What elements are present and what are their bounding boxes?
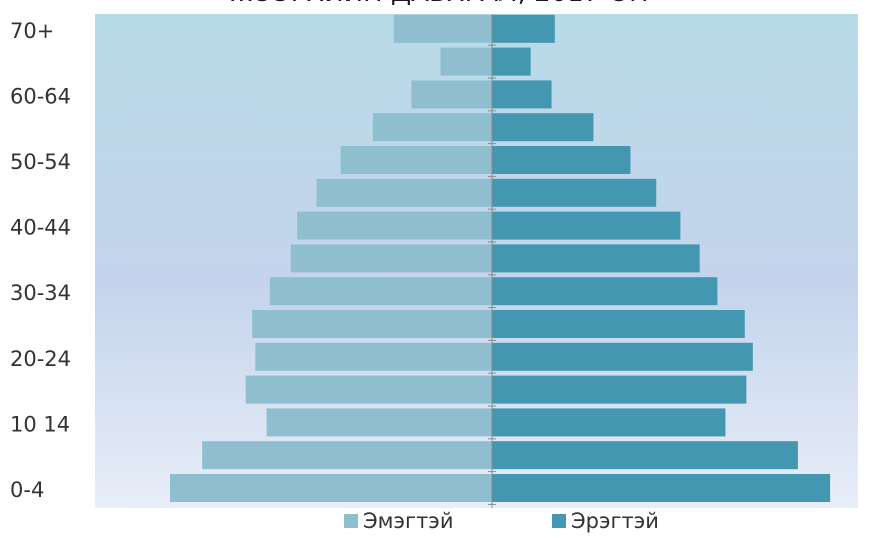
legend-male-swatch xyxy=(552,514,566,528)
bar-female-70+ xyxy=(394,15,492,43)
bar-female-15-19 xyxy=(246,376,492,404)
y-tick-label: 10 14 xyxy=(10,412,70,436)
bar-male-35-39 xyxy=(492,244,700,272)
legend-female-swatch xyxy=(344,514,358,528)
legend-female-label: Эмэгтэй xyxy=(363,509,453,533)
bar-male-65-69 xyxy=(492,48,531,76)
legend-male-label: Эрэгтэй xyxy=(571,509,659,533)
bar-male-0-4 xyxy=(492,474,830,502)
bar-male-55-59 xyxy=(492,113,593,141)
bar-male-10-14 xyxy=(492,408,725,436)
y-tick-label: 30-34 xyxy=(10,281,71,305)
y-tick-label: 20-24 xyxy=(10,347,71,371)
bar-male-30-34 xyxy=(492,277,717,305)
bar-female-20-24 xyxy=(255,343,492,371)
bar-female-60-64 xyxy=(412,80,493,108)
bar-male-15-19 xyxy=(492,376,746,404)
bar-male-60-64 xyxy=(492,80,552,108)
bar-female-10-14 xyxy=(267,408,492,436)
bar-female-55-59 xyxy=(373,113,492,141)
bar-female-25-29 xyxy=(252,310,492,338)
bar-male-5-9 xyxy=(492,441,798,469)
bar-female-65-69 xyxy=(440,48,492,76)
y-tick-label: 60-64 xyxy=(10,84,71,108)
y-tick-label: 40-44 xyxy=(10,216,71,240)
bar-male-45-49 xyxy=(492,179,656,207)
bar-male-25-29 xyxy=(492,310,745,338)
bar-female-30-34 xyxy=(270,277,492,305)
bar-male-20-24 xyxy=(492,343,753,371)
y-tick-label: 50-54 xyxy=(10,150,71,174)
bar-female-50-54 xyxy=(341,146,492,174)
bar-male-70+ xyxy=(492,15,555,43)
bar-male-50-54 xyxy=(492,146,630,174)
y-tick-label: 0-4 xyxy=(10,478,44,502)
bar-female-45-49 xyxy=(317,179,492,207)
bar-female-40-44 xyxy=(297,212,492,240)
y-tick-label: 70+ xyxy=(10,19,54,43)
bar-male-40-44 xyxy=(492,212,680,240)
bar-female-35-39 xyxy=(291,244,492,272)
bar-female-0-4 xyxy=(170,474,492,502)
bar-female-5-9 xyxy=(202,441,492,469)
